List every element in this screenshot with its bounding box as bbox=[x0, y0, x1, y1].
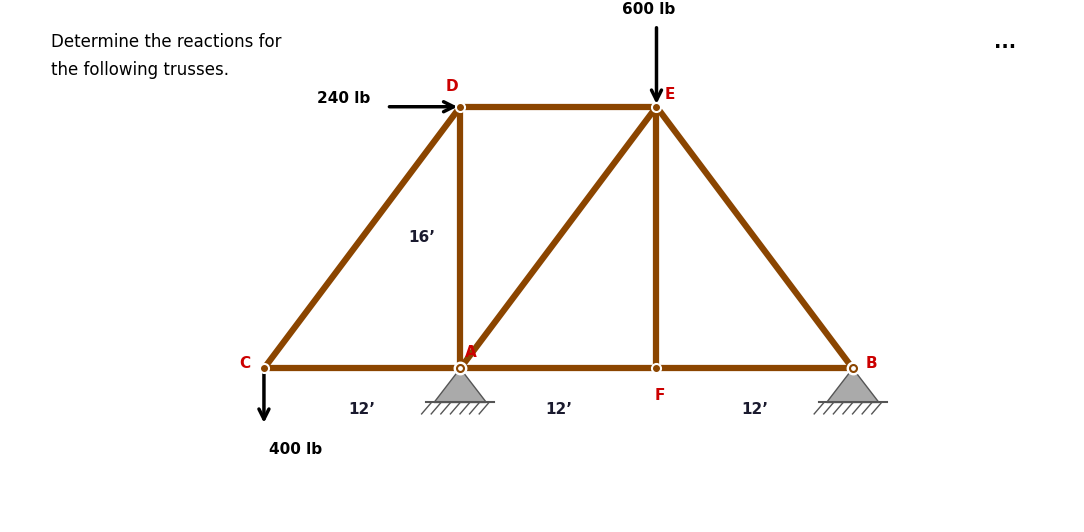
Text: ...: ... bbox=[994, 33, 1017, 52]
Text: 12’: 12’ bbox=[545, 402, 572, 417]
Text: 12’: 12’ bbox=[349, 402, 375, 417]
Text: E: E bbox=[664, 87, 675, 102]
Text: 400 lb: 400 lb bbox=[269, 442, 322, 457]
Polygon shape bbox=[827, 369, 879, 403]
Text: 12’: 12’ bbox=[741, 402, 769, 417]
Text: 16’: 16’ bbox=[409, 230, 436, 245]
Text: C: C bbox=[240, 356, 250, 371]
Text: Determine the reactions for: Determine the reactions for bbox=[51, 33, 282, 51]
Text: F: F bbox=[655, 388, 664, 403]
Text: B: B bbox=[866, 356, 877, 371]
Text: D: D bbox=[446, 79, 459, 94]
Polygon shape bbox=[434, 369, 487, 403]
Text: 240 lb: 240 lb bbox=[317, 91, 371, 106]
Text: 600 lb: 600 lb bbox=[622, 2, 675, 17]
Text: A: A bbox=[465, 345, 477, 360]
Text: the following trusses.: the following trusses. bbox=[51, 61, 230, 79]
